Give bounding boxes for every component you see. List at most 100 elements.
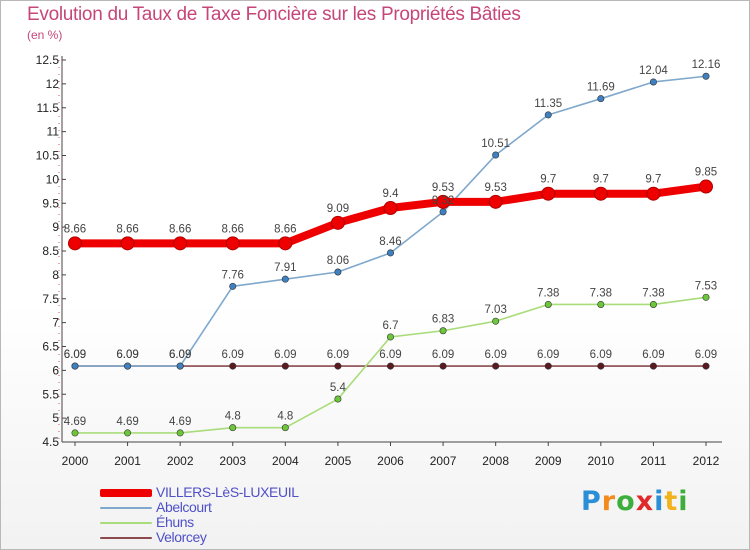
data-point	[439, 362, 447, 370]
y-tick-label: 5	[52, 411, 59, 425]
data-label: 8.66	[64, 223, 86, 235]
axes: 4.5 5 5.5 6 6.5 7 7.5 8 8.5 9 9.5 10 10.5 11 11.5 12 12.…	[36, 53, 722, 468]
data-label: 6.09	[116, 349, 138, 361]
chart-title: Evolution du Taux de Taxe Foncière sur l…	[27, 4, 521, 25]
legend-label: VILLERS-LèS-LUXEUIL	[156, 484, 299, 500]
y-tick-label: 7.5	[42, 292, 59, 306]
legend-item: Velorcey	[100, 529, 360, 546]
data-point	[439, 327, 447, 335]
data-point	[176, 429, 184, 437]
legend-label: Éhuns	[156, 514, 194, 530]
data-point	[278, 236, 293, 251]
data-point	[544, 300, 552, 308]
data-point	[120, 236, 135, 251]
y-tick-label: 10	[46, 172, 60, 186]
data-point	[124, 362, 132, 370]
data-label: 7.38	[537, 287, 559, 299]
data-label: 6.09	[222, 349, 244, 361]
data-point	[597, 362, 605, 370]
data-point	[544, 111, 552, 119]
x-tick-label: 2006	[377, 454, 404, 468]
data-labels: 6.09 6.09 6.09 6.09 6.09 6.09 6.09 6.09 6.09 6.09…	[64, 59, 721, 428]
y-tick-label: 8	[52, 268, 59, 282]
data-point	[386, 249, 394, 257]
data-label: 6.09	[379, 349, 401, 361]
data-label: 8.06	[327, 255, 349, 267]
data-label: 5.4	[330, 382, 347, 394]
logo-letter: o	[616, 486, 636, 517]
data-point	[334, 362, 342, 370]
x-tick-label: 2010	[587, 454, 614, 468]
data-label: 9.7	[645, 174, 661, 186]
legend-item: Abelcourt	[100, 499, 360, 516]
data-label: 7.76	[222, 269, 244, 281]
y-tick-label: 9.5	[42, 196, 59, 210]
data-point	[71, 362, 79, 370]
x-tick-label: 2001	[114, 454, 141, 468]
data-label: 6.09	[695, 349, 717, 361]
data-point	[229, 282, 237, 290]
data-point	[649, 362, 657, 370]
data-label: 7.38	[590, 287, 612, 299]
data-label: 9.32	[432, 195, 454, 207]
data-point	[646, 186, 661, 201]
data-label: 10.51	[481, 138, 510, 150]
logo-letter: x	[635, 486, 655, 517]
data-point	[229, 362, 237, 370]
legend-swatch	[100, 522, 152, 524]
data-label: 6.09	[274, 349, 296, 361]
legend-item: VILLERS-LèS-LUXEUIL	[100, 484, 360, 501]
data-label: 4.8	[225, 411, 241, 423]
logo-letter: r	[601, 486, 617, 517]
data-point	[702, 72, 710, 80]
data-label: 8.66	[274, 223, 296, 235]
data-label: 4.69	[64, 416, 86, 428]
data-point	[597, 300, 605, 308]
data-label: 8.66	[169, 223, 191, 235]
chart-subtitle: (en %)	[27, 28, 63, 42]
x-tick-label: 2004	[272, 454, 299, 468]
x-tick-label: 2011	[641, 454, 667, 468]
data-label: 9.7	[593, 174, 609, 186]
data-label: 7.03	[484, 304, 506, 316]
data-point	[68, 236, 82, 251]
x-tick-label: 2008	[482, 454, 509, 468]
data-label: 8.66	[222, 223, 244, 235]
data-point	[334, 395, 342, 403]
y-tick-label: 5.5	[42, 387, 59, 401]
data-point	[649, 300, 657, 308]
x-tick-label: 2003	[219, 454, 246, 468]
data-label: 6.83	[432, 314, 454, 326]
legend-swatch	[100, 537, 152, 539]
x-tick-label: 2000	[62, 454, 89, 468]
data-point	[544, 362, 552, 370]
legend: VILLERS-LèS-LUXEUIL Abelcourt Éhuns Velorce…	[100, 484, 360, 546]
data-label: 7.53	[695, 280, 717, 292]
y-tick-label: 11	[47, 125, 60, 139]
data-point	[176, 362, 184, 370]
data-label: 12.16	[692, 59, 721, 71]
legend-label: Velorcey	[156, 529, 207, 545]
data-point	[229, 424, 237, 432]
data-label: 6.09	[590, 349, 612, 361]
data-point	[702, 362, 710, 370]
data-label: 8.46	[379, 236, 401, 248]
data-label: 6.09	[64, 349, 86, 361]
data-label: 9.53	[432, 182, 454, 194]
data-point	[702, 293, 710, 301]
y-tick-label: 12	[46, 77, 60, 91]
data-label: 9.53	[484, 182, 506, 194]
data-point	[492, 317, 500, 325]
y-tick-label: 10.5	[36, 149, 60, 163]
data-point	[173, 236, 188, 251]
legend-swatch	[100, 489, 152, 497]
data-point	[330, 215, 345, 230]
data-label: 6.09	[537, 349, 559, 361]
data-label: 6.09	[64, 349, 86, 361]
data-label: 8.66	[116, 223, 138, 235]
data-label: 7.38	[642, 287, 664, 299]
y-tick-label: 4.5	[42, 435, 59, 449]
data-point	[492, 362, 500, 370]
y-tick-label: 9	[52, 220, 59, 234]
data-point	[225, 236, 240, 251]
